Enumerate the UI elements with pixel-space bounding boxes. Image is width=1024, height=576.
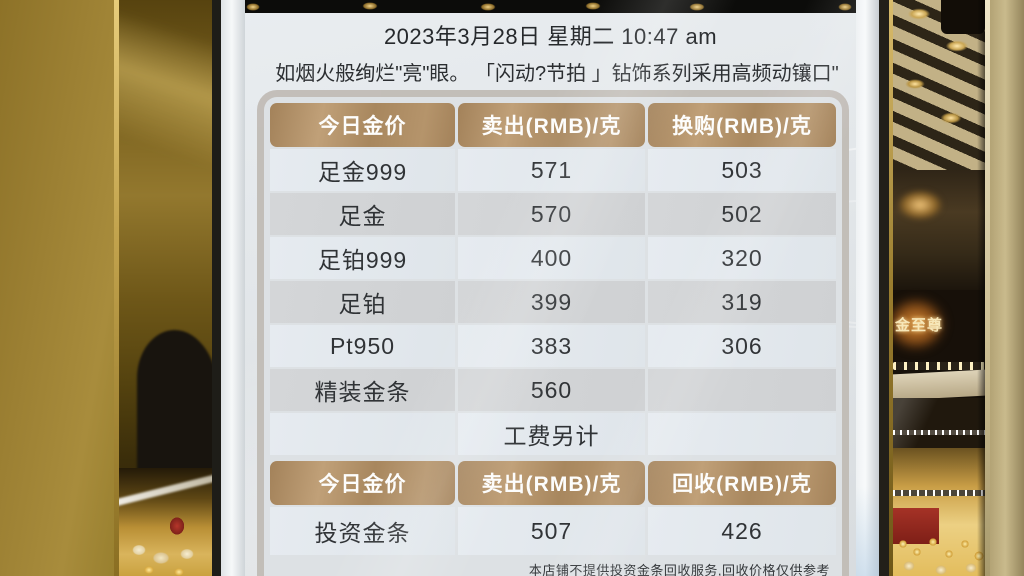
sell-price: 560 [458, 369, 645, 411]
store-brand-sign: 金至尊 [895, 317, 944, 334]
metal-label: 足金 [270, 193, 455, 235]
metal-label: 投资金条 [270, 507, 455, 555]
sell-price: 507 [458, 507, 645, 555]
labor-fee-note: 工费另计 [458, 413, 645, 455]
gold-jewelry-items [893, 526, 985, 576]
store-back-wall [893, 170, 985, 290]
metal-label: Pt950 [270, 325, 455, 367]
case-led-strip [119, 471, 212, 508]
brand-sign-wall: 金至尊 [893, 290, 985, 370]
glass-shelf [893, 398, 985, 448]
sell-price: 383 [458, 325, 645, 367]
metal-label: 足金999 [270, 149, 455, 191]
person-reflection [137, 330, 212, 490]
wall-light-glow [897, 190, 943, 220]
spotlight-row [893, 362, 985, 370]
sell-price: 570 [458, 193, 645, 235]
beige-column-right [990, 0, 1024, 576]
buyback-disclaimer: 本店铺不提供投资金条回收服务,回收价格仅供参考 [528, 563, 830, 576]
price-signage-screen: 2023年3月28日 星期二 10:47 am 如烟火般绚烂"亮"眼。 「闪动?… [245, 0, 856, 576]
table2-header-sell: 卖出(RMB)/克 [458, 461, 645, 505]
investment-bar-table: 今日金价 卖出(RMB)/克 回收(RMB)/克 投资金条 507 426 [270, 461, 836, 555]
exchange-price: 320 [648, 237, 836, 279]
exchange-price [648, 413, 836, 455]
jewelry-case-reflection [119, 468, 212, 576]
sign-backlight [893, 298, 945, 350]
metal-label: 足铂999 [270, 237, 455, 279]
table1-header-product: 今日金价 [270, 103, 455, 147]
price-panel: 今日金价 卖出(RMB)/克 换购(RMB)/克 足金999 571 503 足… [257, 90, 849, 576]
case-led-dot-strip [893, 490, 985, 496]
table1-header-sell: 卖出(RMB)/克 [458, 103, 645, 147]
table2-header-buyback: 回收(RMB)/克 [648, 461, 836, 505]
store-interior-view: 金至尊 [893, 0, 985, 576]
ceiling-lights-reflection-strip [245, 0, 856, 13]
mirror-pillar-left [119, 0, 212, 576]
metal-label: 精装金条 [270, 369, 455, 411]
promo-ticker-line: 如烟火般绚烂"亮"眼。 「闪动?节拍 」钻饰系列采用高频动镶口" [275, 63, 839, 85]
exchange-price: 306 [648, 325, 836, 367]
metal-label [270, 413, 455, 455]
mirror-glare [119, 8, 212, 172]
jewelry-display-case [893, 448, 985, 576]
mirror-edge-left [114, 0, 119, 576]
screen-frame-right [856, 0, 889, 576]
gold-wall-left [0, 0, 114, 576]
sell-price: 399 [458, 281, 645, 323]
table1-header-exchange: 换购(RMB)/克 [648, 103, 836, 147]
table2-header-product: 今日金价 [270, 461, 455, 505]
metal-label: 足铂 [270, 281, 455, 323]
exchange-price: 502 [648, 193, 836, 235]
exchange-price: 319 [648, 281, 836, 323]
gold-price-table: 今日金价 卖出(RMB)/克 换购(RMB)/克 足金999 571 503 足… [270, 103, 836, 455]
exchange-price [648, 369, 836, 411]
store-counter [893, 369, 985, 401]
led-dot-strip [893, 430, 985, 435]
sell-price: 400 [458, 237, 645, 279]
sell-price: 571 [458, 149, 645, 191]
column-edge-highlight [985, 0, 990, 576]
view-shadow-edge [977, 0, 985, 576]
date-time-line: 2023年3月28日 星期二 10:47 am [383, 24, 718, 49]
view-edge-right [889, 0, 893, 576]
exchange-price: 503 [648, 149, 836, 191]
buyback-price: 426 [648, 507, 836, 555]
jewelry-items-reflection [119, 508, 212, 576]
screen-frame-left [212, 0, 245, 576]
